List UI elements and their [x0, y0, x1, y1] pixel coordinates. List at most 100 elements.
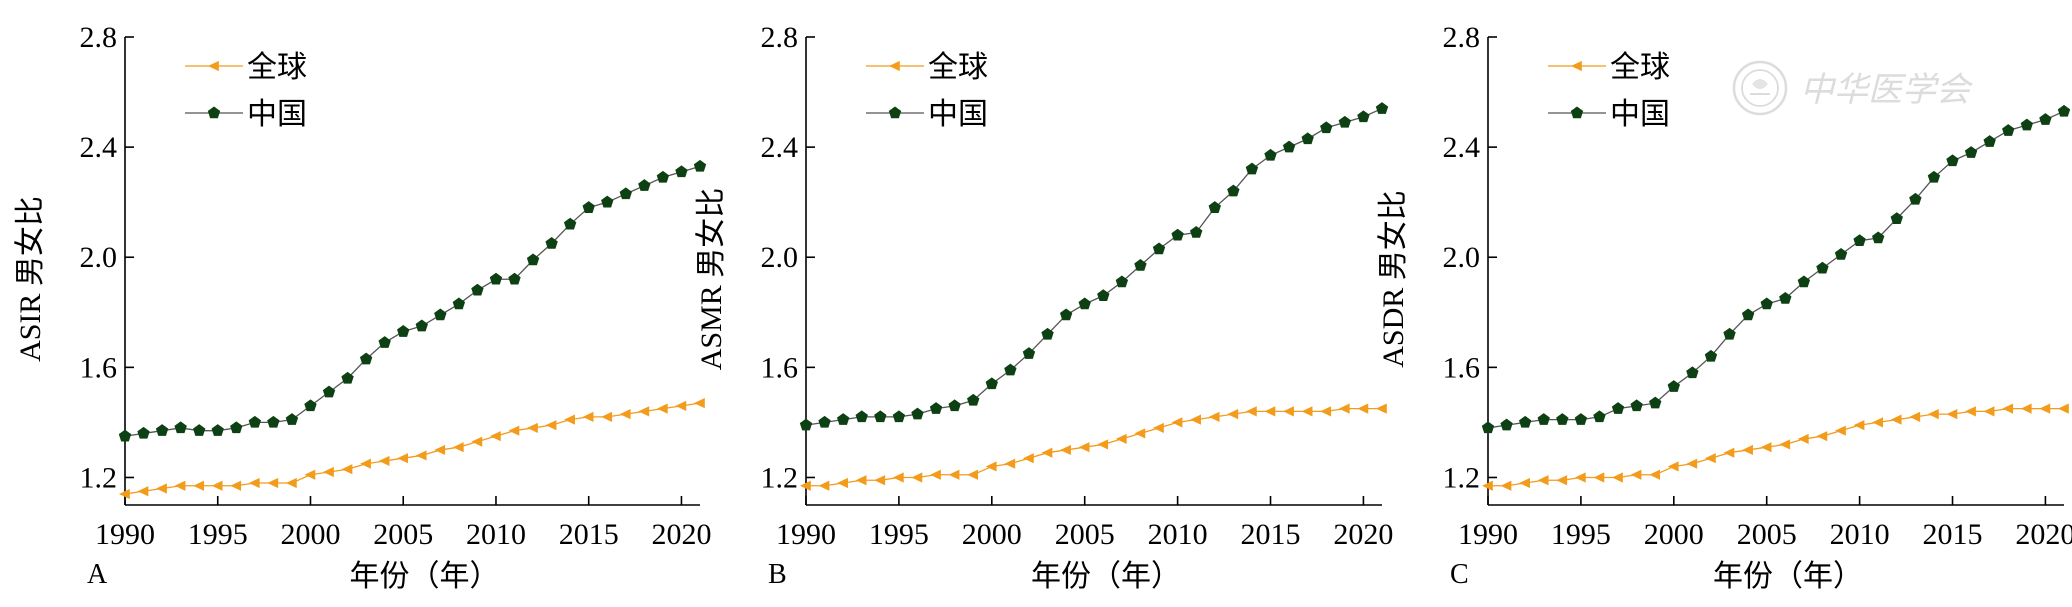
data-point [1301, 132, 1314, 145]
data-point [1686, 458, 1698, 469]
data-point [1779, 439, 1791, 450]
data-point [656, 403, 668, 414]
data-point [1816, 431, 1828, 442]
data-point [855, 410, 868, 423]
data-point [285, 413, 299, 425]
data-point [1208, 411, 1220, 423]
data-point [1630, 469, 1642, 480]
data-point [800, 480, 811, 491]
data-point [837, 477, 848, 489]
data-point [1983, 135, 1996, 147]
x-tick-label: 2005 [1737, 518, 1797, 551]
x-tick-label: 1990 [776, 518, 836, 551]
y-tick-label: 2.8 [761, 21, 799, 54]
data-point [1059, 308, 1073, 321]
data-point [304, 399, 317, 412]
data-point [1338, 115, 1352, 128]
data-point [1667, 380, 1680, 392]
data-point [1890, 414, 1902, 425]
data-point [1482, 480, 1493, 491]
data-point [415, 450, 427, 461]
data-point [1946, 409, 1958, 420]
legend-label: 中国 [928, 98, 988, 131]
y-tick-label: 1.2 [761, 461, 799, 494]
data-point [1872, 417, 1883, 428]
data-point [1649, 396, 1662, 409]
data-point [601, 411, 613, 423]
y-axis-title: ASDR 男女比 [1377, 190, 1410, 368]
data-point [471, 436, 483, 447]
data-point [1115, 275, 1129, 288]
data-point [892, 472, 904, 483]
data-point [155, 424, 169, 436]
legend-item-china: 中国 [185, 98, 307, 131]
data-point [948, 399, 961, 412]
data-point [1190, 225, 1203, 238]
watermark-text: 中华医学会 [1800, 70, 1974, 110]
data-point [967, 469, 979, 480]
data-point [137, 426, 150, 439]
data-point [1208, 201, 1221, 213]
data-point [434, 308, 447, 321]
x-tick-label: 2010 [1830, 518, 1890, 551]
series-china [799, 102, 1389, 431]
y-tick-label: 2.4 [761, 131, 799, 164]
x-tick-label: 2010 [1148, 518, 1208, 551]
data-point [267, 477, 279, 489]
data-point [948, 469, 960, 480]
data-point [1171, 228, 1184, 241]
data-point [1983, 406, 1995, 417]
data-point [930, 469, 941, 480]
data-point [193, 480, 204, 491]
data-point [2039, 403, 2051, 414]
data-point [929, 402, 943, 414]
y-tick-label: 2.0 [761, 241, 799, 274]
data-point [1574, 472, 1586, 483]
x-tick-label: 2015 [1241, 518, 1301, 551]
data-point [526, 253, 540, 266]
data-point [1227, 184, 1240, 197]
data-point [818, 480, 830, 491]
data-point [1320, 121, 1333, 134]
data-point [1797, 433, 1809, 445]
x-tick-label: 1995 [1551, 518, 1611, 551]
legend-item-china: 中国 [866, 98, 988, 131]
legend-label: 全球 [1610, 51, 1670, 84]
y-tick-label: 1.2 [1443, 461, 1481, 494]
data-point [1611, 402, 1625, 414]
x-tick-label: 1990 [95, 518, 155, 551]
data-point [1723, 447, 1735, 458]
data-point [397, 453, 409, 464]
y-tick-label: 2.4 [1443, 131, 1481, 164]
data-point [582, 201, 595, 213]
x-axis-title: 年份（年） [1031, 560, 1181, 593]
data-point [1742, 444, 1753, 456]
series-global [800, 403, 1387, 491]
data-point [874, 410, 887, 423]
data-point [211, 424, 224, 436]
data-point [1004, 363, 1017, 376]
data-point [1593, 472, 1605, 483]
legend-marker [889, 60, 900, 72]
y-tick-label: 2.0 [1443, 241, 1481, 274]
data-point [985, 377, 998, 390]
x-tick-label: 2000 [1644, 518, 1704, 551]
data-point [675, 165, 688, 178]
data-point [452, 297, 466, 310]
y-tick-label: 1.6 [80, 351, 118, 384]
data-point [1078, 297, 1091, 310]
data-point [564, 414, 575, 425]
data-point [1357, 110, 1370, 123]
data-point [378, 336, 391, 348]
data-point [489, 431, 501, 442]
watermark: 中华医学会 [1732, 60, 1974, 116]
data-point [1500, 418, 1513, 431]
data-point [1927, 170, 1941, 183]
data-point [1909, 192, 1922, 205]
x-tick-label: 2015 [1923, 518, 1983, 551]
data-point [1134, 258, 1147, 271]
panel-letter: C [1450, 559, 1469, 590]
series-line [1487, 110, 2065, 429]
